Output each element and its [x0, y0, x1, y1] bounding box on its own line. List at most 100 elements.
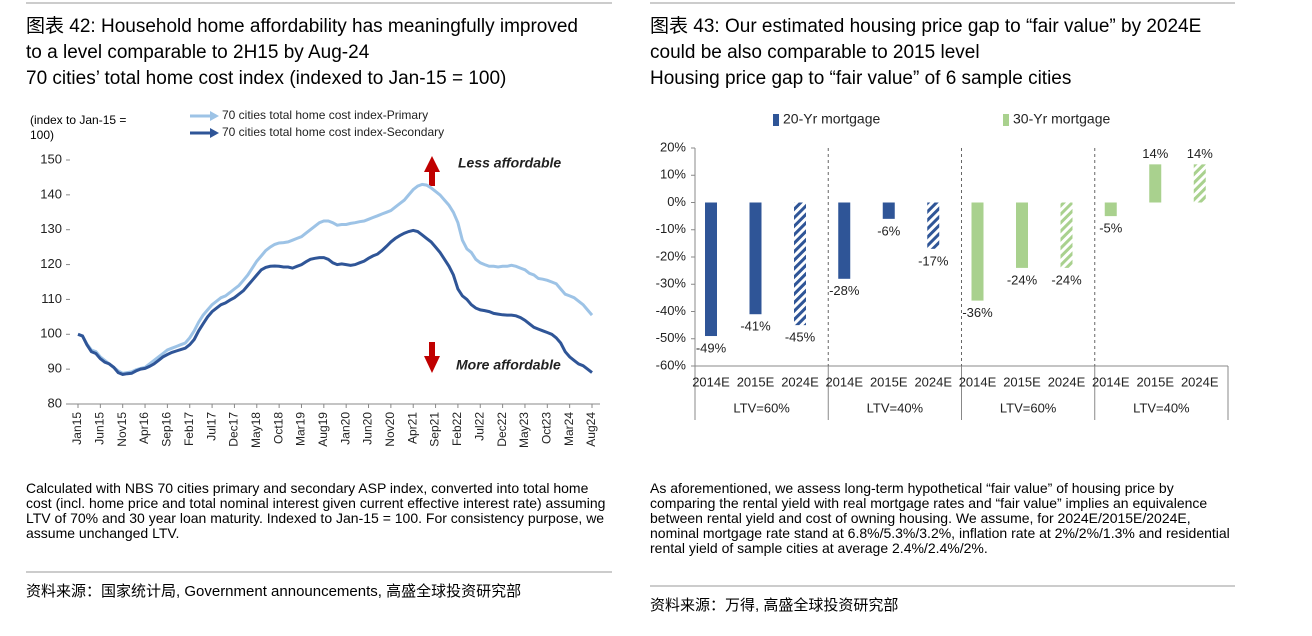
x-tick-label: Jan15	[70, 412, 84, 445]
legend-arrow	[210, 128, 219, 138]
x-tick-label: Mar19	[294, 412, 308, 446]
x-tick-label: Oct18	[271, 412, 285, 444]
data-label: -24%	[1007, 272, 1038, 287]
bar	[882, 202, 895, 219]
x-tick-label: Feb17	[182, 412, 196, 446]
bar	[794, 202, 806, 326]
x-tick-label: Dec17	[227, 412, 241, 447]
data-label: -5%	[1099, 221, 1123, 236]
x-tick-label: Aug24	[584, 412, 598, 447]
group-label: LTV=40%	[1133, 400, 1190, 415]
data-label: -45%	[785, 330, 816, 345]
x-tick-label: 2015E	[737, 374, 775, 389]
y-tick-label: -10%	[656, 221, 687, 236]
line	[77, 228, 593, 376]
bar	[705, 202, 717, 337]
x-tick-label: 2024E	[1048, 374, 1086, 389]
x-tick-label: 2024E	[914, 374, 952, 389]
y-tick-label: 10%	[660, 167, 686, 182]
group-label: LTV=60%	[733, 400, 790, 415]
x-tick-label: Jul22	[472, 412, 486, 441]
figure-subtitle: Housing price gap to “fair value” of 6 s…	[650, 68, 1072, 89]
source: 资料来源：国家统计局, Government announcements, 高盛…	[26, 583, 522, 600]
x-tick-label: 2014E	[959, 374, 997, 389]
data-label: -17%	[918, 253, 949, 268]
x-tick-label: Nov15	[115, 412, 129, 447]
data-label: -36%	[962, 305, 993, 320]
bar	[838, 202, 851, 279]
x-tick-label: Oct23	[539, 412, 553, 444]
note: Calculated with NBS 70 cities primary an…	[26, 480, 606, 541]
data-label: -24%	[1051, 272, 1082, 287]
x-tick-label: 2024E	[781, 374, 819, 389]
y-tick-label: -30%	[656, 276, 687, 291]
x-tick-label: 2014E	[692, 374, 730, 389]
x-tick-label: May23	[517, 412, 531, 448]
data-label: 14%	[1142, 146, 1168, 161]
x-tick-label: Nov20	[383, 412, 397, 447]
arrow	[429, 342, 435, 358]
data-label: -41%	[740, 319, 771, 334]
legend-label: 20-Yr mortgage	[783, 111, 880, 127]
legend-swatch	[1003, 114, 1009, 126]
arrow	[429, 170, 435, 186]
x-tick-label: Sep16	[160, 412, 174, 447]
x-tick-label: Jun20	[361, 412, 375, 445]
figure-subtitle: 70 cities’ total home cost index (indexe…	[26, 68, 507, 89]
x-tick-label: 2024E	[1181, 374, 1219, 389]
annotation: More affordable	[456, 357, 561, 373]
note: As aforementioned, we assess long-term h…	[650, 480, 1230, 556]
y-tick-label: 20%	[660, 139, 686, 154]
x-tick-label: Sep21	[428, 412, 442, 447]
data-label: 14%	[1187, 146, 1213, 161]
x-tick-label: Dec22	[495, 412, 509, 447]
x-tick-label: Jul17	[204, 412, 218, 441]
x-tick-label: May18	[249, 412, 263, 448]
bar	[1060, 202, 1073, 268]
x-tick-label: 2015E	[1003, 374, 1041, 389]
arrow	[424, 156, 440, 172]
y-tick-label: 100	[40, 326, 62, 341]
y-axis-label: (index to Jan-15 = 100)	[30, 113, 127, 142]
figure-title: 图表 43: Our estimated housing price gap t…	[650, 16, 1202, 63]
legend-swatch	[773, 114, 779, 126]
y-tick-label: 80	[48, 395, 62, 410]
bar	[1193, 164, 1206, 203]
y-tick-label: 130	[40, 221, 62, 236]
y-tick-label: -20%	[656, 248, 687, 263]
data-label: -28%	[829, 283, 860, 298]
bar	[927, 202, 940, 249]
y-tick-label: 140	[40, 186, 62, 201]
annotation: Less affordable	[458, 155, 561, 171]
source: 资料来源：万得, 高盛全球投资研究部	[650, 597, 899, 614]
y-tick-label: 90	[48, 361, 62, 376]
y-tick-label: 150	[40, 151, 62, 166]
x-tick-label: 2014E	[825, 374, 863, 389]
legend-arrow	[210, 111, 219, 121]
x-tick-label: Apr21	[405, 412, 419, 444]
legend-label: 70 cities total home cost index-Secondar…	[222, 125, 444, 139]
y-tick-label: -50%	[656, 330, 687, 345]
x-tick-label: Feb22	[450, 412, 464, 446]
legend-label: 30-Yr mortgage	[1013, 111, 1110, 127]
bar	[1149, 164, 1162, 203]
group-label: LTV=40%	[867, 400, 924, 415]
bar	[971, 202, 984, 301]
bar	[1104, 202, 1117, 217]
data-label: -49%	[696, 340, 727, 355]
legend-label: 70 cities total home cost index-Primary	[222, 108, 428, 122]
x-tick-label: 2015E	[1136, 374, 1174, 389]
x-tick-label: Aug19	[316, 412, 330, 447]
x-tick-label: Mar24	[562, 412, 576, 446]
y-tick-label: -40%	[656, 303, 687, 318]
bar	[749, 202, 762, 315]
line	[77, 182, 594, 375]
x-tick-label: Jan20	[338, 412, 352, 445]
x-tick-label: Apr16	[137, 412, 151, 444]
figure-title: 图表 42: Household home affordability has …	[26, 16, 579, 63]
y-tick-label: 0%	[667, 194, 686, 209]
y-tick-label: 110	[41, 291, 62, 306]
group-label: LTV=60%	[1000, 400, 1057, 415]
